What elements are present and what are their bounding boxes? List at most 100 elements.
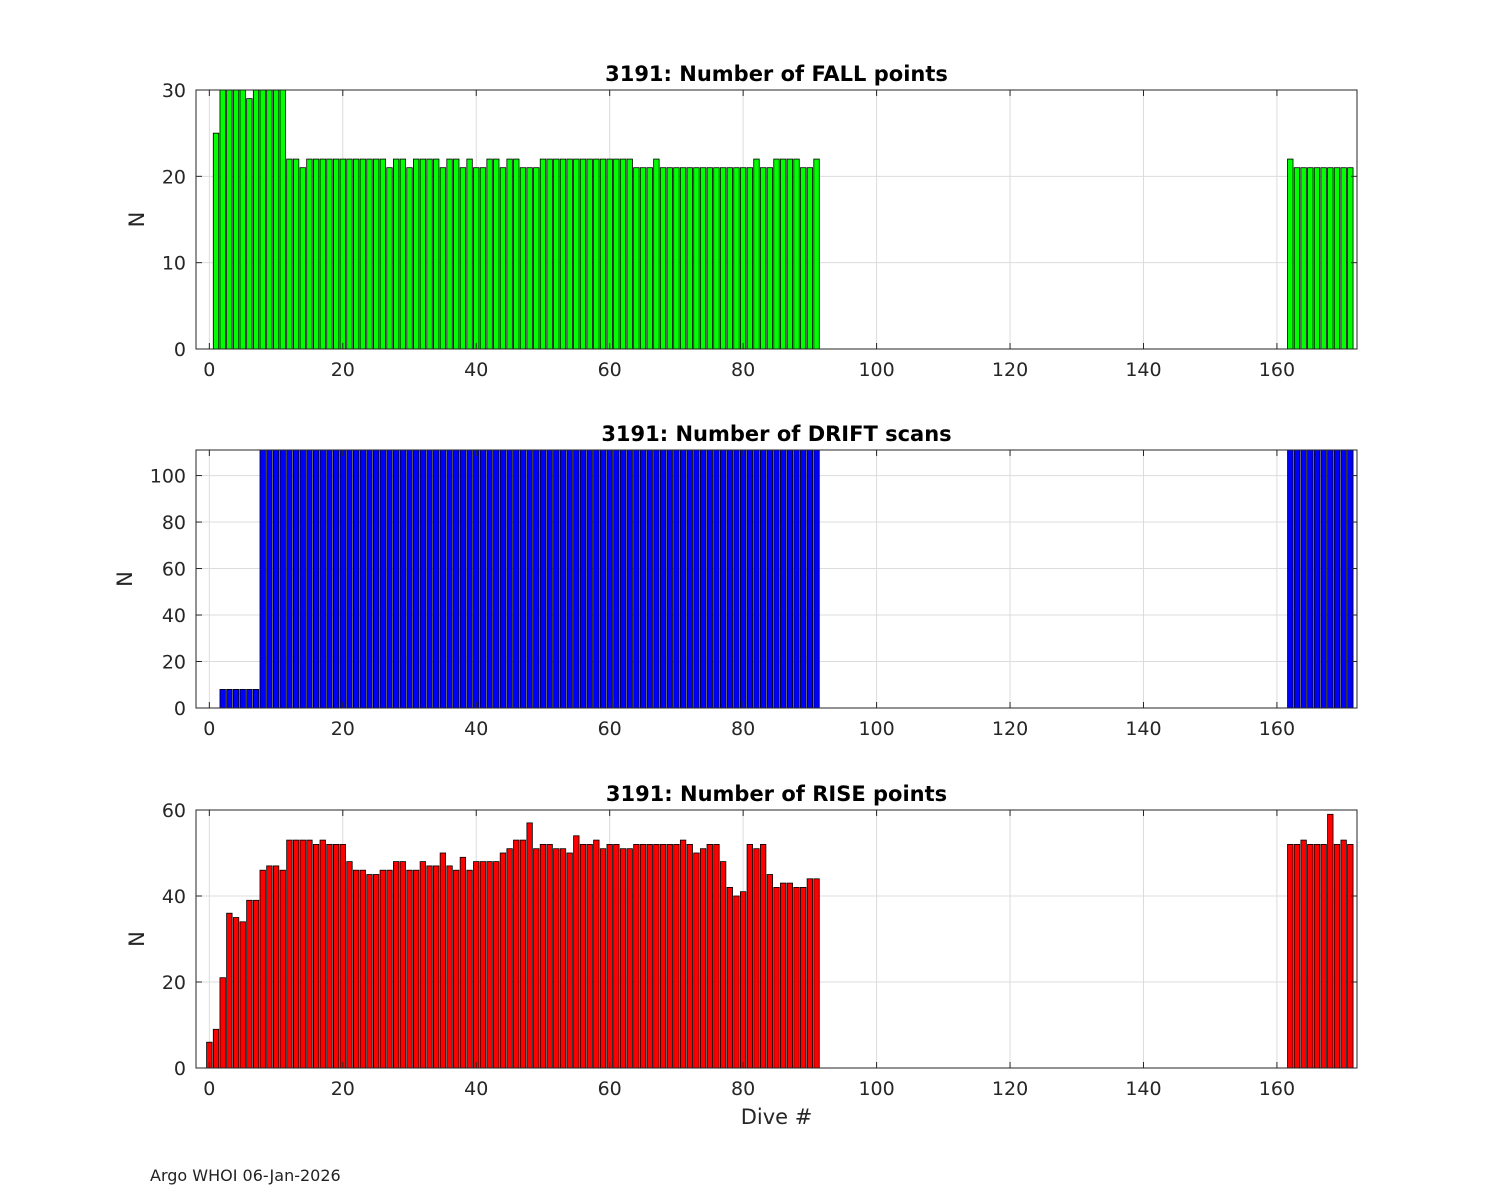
- chart2-bar: [673, 449, 680, 709]
- chart1-bar: [633, 167, 640, 350]
- chart3-bar: [753, 848, 760, 1069]
- chart2-bar: [1320, 449, 1327, 709]
- chart3-bar: [639, 844, 647, 1069]
- chart3-bar: [786, 882, 793, 1069]
- footer-text: Argo WHOI 06-Jan-2026: [150, 1166, 341, 1185]
- chart2-bar: [466, 449, 473, 709]
- chart1-bar: [399, 158, 406, 350]
- chart2-y-tick-label: 100: [150, 466, 186, 488]
- chart3-bar: [806, 878, 813, 1069]
- chart2-bar: [1293, 449, 1301, 709]
- chart3-x-tick-label: 80: [731, 1078, 755, 1100]
- chart3-bar: [593, 839, 600, 1069]
- chart1-bar: [559, 158, 567, 350]
- chart1-bar: [319, 158, 326, 350]
- chart1-bar: [426, 158, 433, 350]
- chart3-bar: [513, 839, 520, 1069]
- chart1-bar: [386, 167, 393, 350]
- chart3-bar: [259, 869, 266, 1069]
- chart1-bar: [413, 158, 420, 350]
- chart1-bar: [339, 158, 346, 350]
- chart3-bar: [453, 869, 460, 1069]
- chart2-bar: [286, 449, 293, 709]
- chart1-bar: [1287, 158, 1294, 350]
- chart3-x-tick-label: 40: [464, 1078, 488, 1100]
- chart3-bar: [579, 844, 587, 1069]
- chart2-bar: [426, 449, 433, 709]
- chart1-bar: [306, 158, 313, 350]
- chart3-bar: [312, 844, 320, 1069]
- chart3-bar: [1327, 813, 1334, 1069]
- chart3-bar: [673, 844, 680, 1069]
- chart1-bar: [539, 158, 547, 350]
- chart1-bar: [766, 167, 773, 350]
- chart1-bar: [393, 158, 400, 350]
- chart3-bar: [586, 844, 593, 1069]
- chart1-bar: [579, 158, 587, 350]
- chart3-bar: [519, 839, 527, 1069]
- chart1-bar: [433, 158, 440, 350]
- chart2-bar: [766, 449, 773, 709]
- chart2-bar: [246, 689, 253, 709]
- chart2-bar: [699, 449, 707, 709]
- chart1-bar: [366, 158, 373, 350]
- chart3-bar: [239, 921, 246, 1069]
- chart2-bar: [486, 449, 493, 709]
- chart3-bar: [1340, 839, 1347, 1069]
- chart1-bar: [499, 167, 507, 350]
- chart3-bar: [426, 865, 433, 1069]
- chart2-bar: [446, 449, 453, 709]
- chart3-bar: [319, 839, 326, 1069]
- chart2-bar: [272, 449, 280, 709]
- chart1-bar: [239, 89, 246, 350]
- chart1-bar: [332, 158, 340, 350]
- chart2-bar: [473, 449, 480, 709]
- chart2-x-tick-label: 80: [731, 718, 755, 740]
- chart1-x-tick-label: 160: [1259, 359, 1295, 381]
- chart3-bar: [1313, 844, 1321, 1069]
- chart2-bar: [586, 449, 593, 709]
- chart2-bar: [713, 449, 720, 709]
- chart1-bar: [786, 158, 793, 350]
- chart2-bar: [399, 449, 406, 709]
- chart2-bar: [479, 449, 487, 709]
- chart2-bar: [346, 449, 353, 709]
- chart2-bar: [706, 449, 713, 709]
- chart1-bar: [519, 167, 527, 350]
- chart2-bar: [1347, 449, 1354, 709]
- chart3-bar: [693, 852, 700, 1069]
- chart2-axes-box: [195, 449, 1358, 709]
- chart3-bar: [780, 882, 787, 1069]
- chart1-y-tick-label: 0: [174, 339, 186, 361]
- chart3-bar: [599, 848, 607, 1069]
- chart2-bar: [406, 449, 413, 709]
- chart2-title: 3191: Number of DRIFT scans: [601, 422, 951, 446]
- chart1-bar: [806, 167, 813, 350]
- chart2-bar: [279, 449, 286, 709]
- chart2-bar: [1327, 449, 1334, 709]
- chart1-bar: [493, 158, 500, 350]
- chart1-x-tick-label: 20: [331, 359, 355, 381]
- chart3-x-tick-label: 100: [858, 1078, 894, 1100]
- chart1-bar: [326, 158, 333, 350]
- chart1-bar: [646, 167, 653, 350]
- chart3-bar: [559, 848, 567, 1069]
- chart3-bar: [613, 844, 620, 1069]
- chart1-bar: [639, 167, 647, 350]
- chart2-bar: [573, 449, 580, 709]
- chart2-bar: [633, 449, 640, 709]
- chart2-bar: [1313, 449, 1321, 709]
- chart1-bar: [473, 167, 480, 350]
- chart2-bar: [780, 449, 787, 709]
- chart2-bar: [686, 449, 693, 709]
- chart2-bar: [546, 449, 553, 709]
- chart1-bar: [586, 158, 593, 350]
- chart3-x-axis-label: Dive #: [741, 1105, 813, 1129]
- chart2-bar: [719, 449, 727, 709]
- chart1-x-tick-label: 40: [464, 359, 488, 381]
- chart1-bar: [686, 167, 693, 350]
- chart2-x-tick-label: 60: [598, 718, 622, 740]
- chart3-bar: [1293, 844, 1301, 1069]
- chart2-y-tick-label: 0: [174, 698, 186, 720]
- chart3-bar: [272, 865, 280, 1069]
